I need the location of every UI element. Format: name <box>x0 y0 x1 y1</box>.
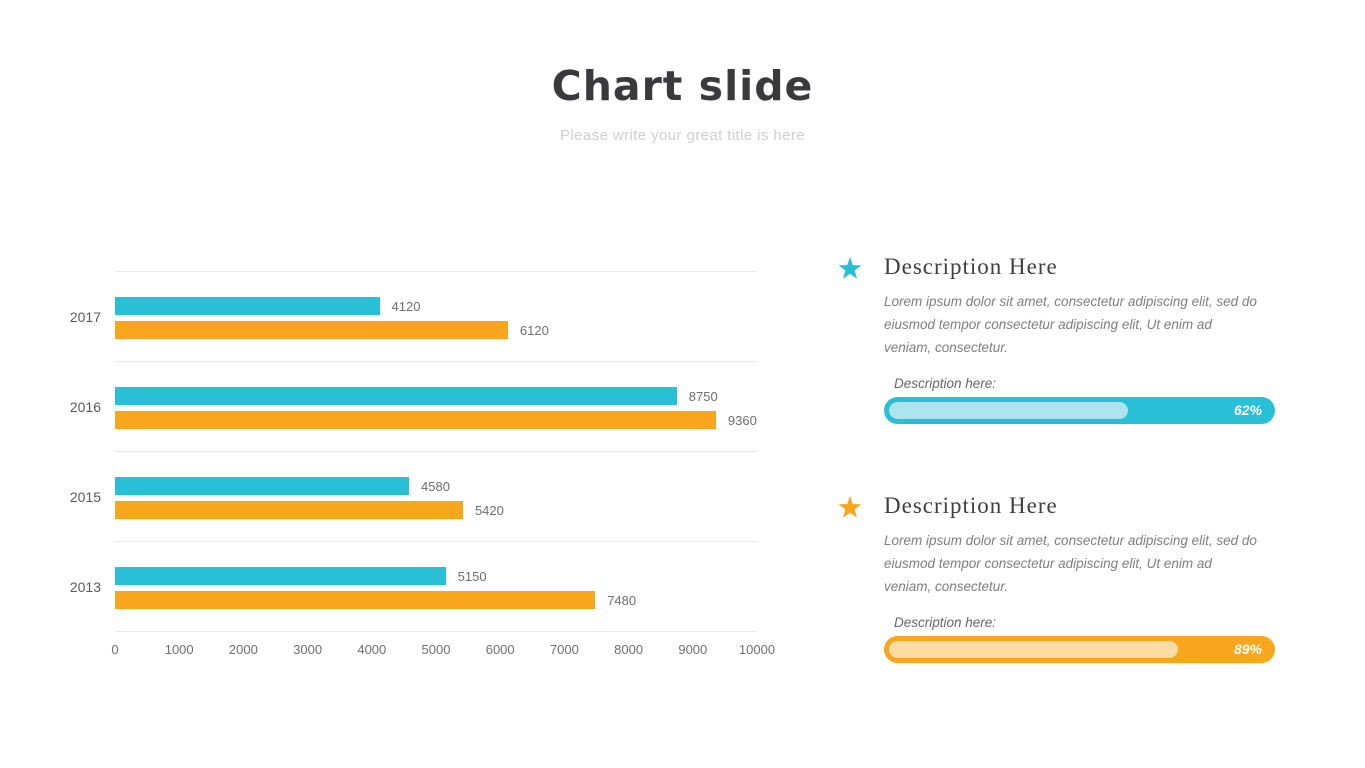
bar-value-label: 8750 <box>688 388 718 404</box>
category-label: 2017 <box>69 308 101 325</box>
bar-value-label: 5420 <box>474 502 504 518</box>
bar-value-label: 7480 <box>607 592 637 608</box>
chart-row: 2015 4580 5420 <box>70 451 757 541</box>
progress-label: Description here: <box>894 615 997 630</box>
orange-series-bar <box>115 591 596 609</box>
slide-subtitle: Please write your great title is here <box>560 127 805 144</box>
star-icon <box>838 496 862 518</box>
bar-value-label: 9360 <box>727 412 757 428</box>
bar-line: 4120 <box>115 297 757 315</box>
orange-series-bar <box>115 501 463 519</box>
bar-line: 7480 <box>115 591 757 609</box>
cyan-series-bar <box>115 567 446 585</box>
x-tick-label: 1000 <box>164 642 194 657</box>
cyan-series-bar <box>115 387 677 405</box>
x-tick-label: 8000 <box>614 642 644 657</box>
orange-series-bar <box>115 411 716 429</box>
bar-line: 5420 <box>115 501 757 519</box>
chart-row: 2013 5150 7480 <box>70 541 757 631</box>
bar-value-label: 4120 <box>391 298 421 314</box>
bar-chart-plot-area: 2017 4120 6120 2016 8750 9360 2015 4580 5420 2013… <box>70 271 757 632</box>
cyan-series-bar <box>115 477 410 495</box>
x-tick-label: 5000 <box>421 642 451 657</box>
progress-bar-fill <box>889 402 1128 419</box>
progress-percent: 62% <box>1233 402 1262 418</box>
bar-line: 4580 <box>115 477 757 495</box>
x-tick-label: 2000 <box>228 642 258 657</box>
progress-bar-fill <box>889 641 1179 658</box>
panel-heading: Description Here <box>884 254 1058 279</box>
category-label: 2013 <box>69 578 101 595</box>
progress-bar-cyan: 62% <box>884 397 1275 424</box>
x-tick-label: 4000 <box>357 642 387 657</box>
x-tick-label: 3000 <box>293 642 323 657</box>
bar-line: 9360 <box>115 411 757 429</box>
x-tick-label: 9000 <box>678 642 708 657</box>
bar-value-label: 5150 <box>457 568 487 584</box>
category-label: 2015 <box>69 488 101 505</box>
panel-body-text: Lorem ipsum dolor sit amet, consectetur … <box>884 533 1257 594</box>
description-panel-orange: Description Here Lorem ipsum dolor sit a… <box>838 493 1278 663</box>
progress-label: Description here: <box>894 376 997 391</box>
bar-value-label: 6120 <box>519 322 549 338</box>
x-axis: 0 1000 2000 3000 4000 5000 6000 7000 8000 9000 100… <box>111 642 775 660</box>
star-icon <box>838 257 862 279</box>
progress-bar-orange: 89% <box>884 636 1275 663</box>
bar-line: 5150 <box>115 567 757 585</box>
x-tick-label: 7000 <box>549 642 579 657</box>
bar-line: 6120 <box>115 321 757 339</box>
x-tick-label: 10000 <box>738 642 776 657</box>
bar-line: 8750 <box>115 387 757 405</box>
panel-body-text: Lorem ipsum dolor sit amet, consectetur … <box>884 294 1257 355</box>
x-tick-label: 6000 <box>485 642 515 657</box>
cyan-series-bar <box>115 297 380 315</box>
x-tick-label: 0 <box>111 642 119 657</box>
progress-percent: 89% <box>1233 641 1262 657</box>
chart-row: 2017 4120 6120 <box>70 271 757 361</box>
bar-chart: 2017 4120 6120 2016 8750 9360 2015 4580 5420 2013… <box>70 271 775 660</box>
bar-value-label: 4580 <box>421 478 450 494</box>
slide-title: Chart slide <box>551 62 814 110</box>
category-label: 2016 <box>69 398 101 415</box>
description-panel-cyan: Description Here Lorem ipsum dolor sit a… <box>838 254 1278 424</box>
orange-series-bar <box>115 321 508 339</box>
chart-row: 2016 8750 9360 <box>70 361 757 451</box>
panel-heading: Description Here <box>884 493 1058 518</box>
